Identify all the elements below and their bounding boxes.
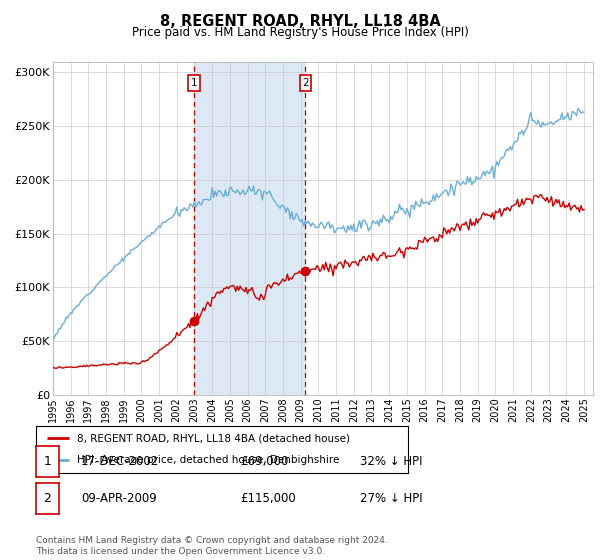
Bar xyxy=(194,62,305,395)
Text: 1: 1 xyxy=(190,78,197,88)
Text: Contains HM Land Registry data © Crown copyright and database right 2024.
This d: Contains HM Land Registry data © Crown c… xyxy=(36,536,388,556)
Text: Price paid vs. HM Land Registry's House Price Index (HPI): Price paid vs. HM Land Registry's House … xyxy=(131,26,469,39)
Text: HPI: Average price, detached house, Denbighshire: HPI: Average price, detached house, Denb… xyxy=(77,455,339,465)
Text: £115,000: £115,000 xyxy=(240,492,296,505)
Text: 8, REGENT ROAD, RHYL, LL18 4BA (detached house): 8, REGENT ROAD, RHYL, LL18 4BA (detached… xyxy=(77,433,350,444)
Text: 17-DEC-2002: 17-DEC-2002 xyxy=(81,455,159,468)
Text: 8, REGENT ROAD, RHYL, LL18 4BA: 8, REGENT ROAD, RHYL, LL18 4BA xyxy=(160,14,440,29)
Text: 1: 1 xyxy=(43,455,52,468)
Text: 27% ↓ HPI: 27% ↓ HPI xyxy=(360,492,422,505)
Text: £69,000: £69,000 xyxy=(240,455,289,468)
Text: 32% ↓ HPI: 32% ↓ HPI xyxy=(360,455,422,468)
Text: 2: 2 xyxy=(302,78,309,88)
Text: 2: 2 xyxy=(43,492,52,505)
Text: 09-APR-2009: 09-APR-2009 xyxy=(81,492,157,505)
